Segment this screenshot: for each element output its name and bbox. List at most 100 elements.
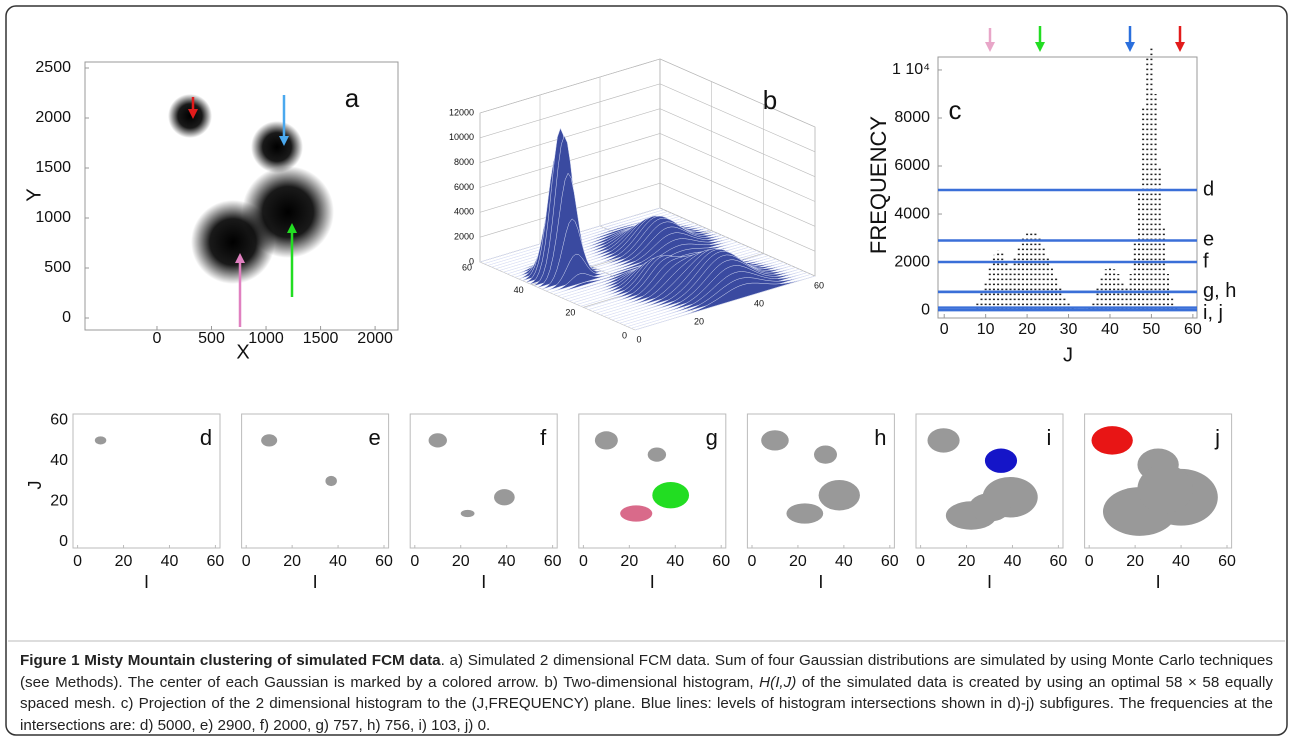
x-tick-label: 40 bbox=[1004, 553, 1022, 570]
cluster-shape bbox=[968, 493, 1011, 522]
x-tick-label: 20 bbox=[620, 553, 638, 570]
x-axis-label: I bbox=[1156, 572, 1161, 592]
i-tick-label: 60 bbox=[814, 280, 824, 290]
z-tick-label: 8000 bbox=[454, 157, 474, 167]
density-blob bbox=[242, 166, 334, 258]
x-axis-label: I bbox=[650, 572, 655, 592]
panel-label: d bbox=[200, 425, 212, 450]
x-tick-label: 0 bbox=[748, 553, 757, 570]
z-tick-label: 12000 bbox=[449, 107, 474, 117]
y-tick-label: 0 bbox=[62, 309, 71, 326]
y-axis-label: J bbox=[25, 481, 45, 490]
plot-frame bbox=[72, 413, 221, 549]
panel-label: c bbox=[949, 95, 962, 125]
x-tick-label: 40 bbox=[498, 553, 516, 570]
x-tick-label: 60 bbox=[1184, 321, 1202, 338]
x-tick-label: 0 bbox=[579, 553, 588, 570]
y-tick-label: 0 bbox=[921, 301, 930, 318]
x-tick-label: 40 bbox=[1101, 321, 1119, 338]
x-tick-label: 50 bbox=[1143, 321, 1161, 338]
level-label: i, j bbox=[1203, 302, 1223, 324]
surface bbox=[479, 127, 816, 331]
y-tick-label: 6000 bbox=[894, 157, 930, 174]
arrow-head bbox=[287, 223, 297, 233]
caption-italic: H(I,J) bbox=[759, 673, 797, 691]
j-tick-label: 0 bbox=[622, 330, 627, 340]
cluster-shape bbox=[647, 447, 667, 462]
j-tick-label: 60 bbox=[462, 262, 472, 272]
x-axis-label: I bbox=[818, 572, 823, 592]
x-tick-label: 0 bbox=[940, 321, 949, 338]
caption-text: of the simulated data is created by usin… bbox=[20, 673, 1273, 734]
j-tick-label: 40 bbox=[514, 285, 524, 295]
x-tick-label: 60 bbox=[881, 553, 899, 570]
panel-label: e bbox=[368, 425, 380, 450]
z-tick-label: 0 bbox=[469, 256, 474, 266]
x-tick-label: 40 bbox=[835, 553, 853, 570]
x-tick-label: 40 bbox=[329, 553, 347, 570]
cluster-shape bbox=[594, 431, 618, 450]
x-axis-label: X bbox=[236, 341, 249, 363]
x-axis-label: I bbox=[987, 572, 992, 592]
x-axis-label: I bbox=[313, 572, 318, 592]
grid-line bbox=[531, 81, 713, 285]
caption-text: . a) Simulated 2 dimensional FCM data. S… bbox=[20, 652, 1273, 691]
x-tick-label: 0 bbox=[73, 553, 82, 570]
cluster-shape bbox=[786, 503, 824, 524]
x-tick-label: 20 bbox=[1018, 321, 1036, 338]
x-axis-label: I bbox=[144, 572, 149, 592]
y-axis-label: Y bbox=[23, 188, 45, 201]
panel-a-density bbox=[168, 94, 334, 284]
x-tick-label: 60 bbox=[1218, 553, 1236, 570]
arrow-head bbox=[279, 136, 289, 146]
level-label: g, h bbox=[1203, 280, 1236, 302]
plot-frame bbox=[578, 413, 727, 549]
plot-frame bbox=[937, 56, 1198, 319]
x-tick-label: 30 bbox=[1060, 321, 1078, 338]
y-tick-label: 1000 bbox=[35, 209, 71, 226]
x-tick-label: 10 bbox=[977, 321, 995, 338]
arrow-head bbox=[985, 42, 995, 52]
panel-label: i bbox=[1047, 425, 1052, 450]
panel-label: b bbox=[763, 85, 777, 115]
y-tick-label: 1 10⁴ bbox=[892, 61, 930, 78]
y-tick-label: 0 bbox=[59, 533, 68, 550]
plot-frame bbox=[1084, 413, 1233, 549]
y-tick-label: 1500 bbox=[35, 159, 71, 176]
arrow-head bbox=[1175, 42, 1185, 52]
x-tick-label: 40 bbox=[666, 553, 684, 570]
panel-label: f bbox=[540, 425, 547, 450]
density-blob bbox=[168, 94, 212, 138]
caption: Figure 1 Misty Mountain clustering of si… bbox=[20, 650, 1273, 736]
y-tick-label: 2000 bbox=[35, 109, 71, 126]
cluster-shape bbox=[927, 428, 960, 453]
plot-frame bbox=[84, 61, 399, 331]
x-tick-label: 20 bbox=[115, 553, 133, 570]
panel-label: a bbox=[345, 83, 360, 113]
x-tick-label: 0 bbox=[916, 553, 925, 570]
cluster-shape bbox=[652, 482, 690, 509]
arrow-head bbox=[1125, 42, 1135, 52]
i-tick-label: 20 bbox=[694, 316, 704, 326]
x-tick-label: 60 bbox=[207, 553, 225, 570]
x-tick-label: 40 bbox=[1172, 553, 1190, 570]
z-tick-label: 6000 bbox=[454, 182, 474, 192]
x-tick-label: 60 bbox=[1050, 553, 1068, 570]
panel-label: g bbox=[706, 425, 718, 450]
x-axis-label: J bbox=[1063, 344, 1073, 366]
x-tick-label: 0 bbox=[1085, 553, 1094, 570]
x-tick-label: 20 bbox=[1126, 553, 1144, 570]
cluster-shape bbox=[620, 505, 653, 522]
cluster-shape bbox=[761, 430, 789, 451]
plot-frame bbox=[241, 413, 390, 549]
i-tick-label: 0 bbox=[636, 334, 641, 344]
arrow-head bbox=[235, 253, 245, 263]
x-tick-label: 20 bbox=[452, 553, 470, 570]
y-tick-label: 4000 bbox=[894, 205, 930, 222]
y-tick-label: 40 bbox=[50, 452, 68, 469]
plot-frame bbox=[409, 413, 558, 549]
y-tick-label: 2500 bbox=[35, 59, 71, 76]
cluster-shape bbox=[460, 509, 475, 518]
y-tick-label: 8000 bbox=[894, 109, 930, 126]
